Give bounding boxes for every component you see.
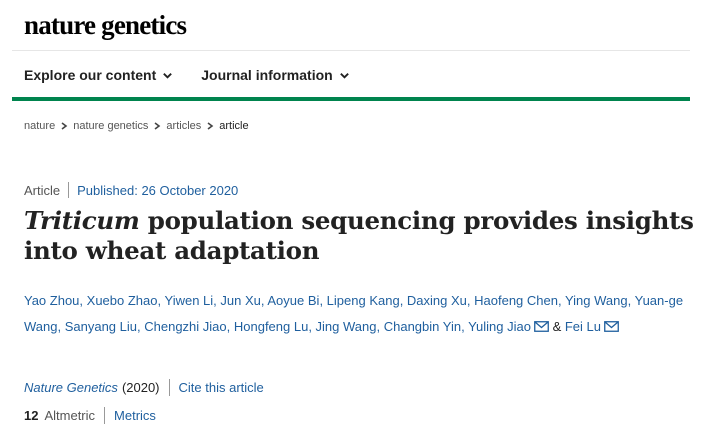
author-link[interactable]: Ying Wang: [564, 293, 628, 308]
author-link[interactable]: Yuan-ge Wang: [24, 293, 684, 334]
chevron-down-icon: [339, 72, 349, 79]
site-logo[interactable]: nature genetics: [24, 10, 187, 40]
journal-divider: [168, 379, 170, 396]
author-ampersand: &: [548, 319, 565, 334]
cite-this-article-link[interactable]: Cite this article: [178, 380, 264, 395]
mail-icon[interactable]: [534, 321, 549, 332]
author-link[interactable]: Sanyang Liu: [64, 319, 137, 334]
journal-year: (2020): [121, 380, 160, 395]
nav-explore-content-label: Explore our content: [24, 67, 157, 83]
published-date: Published: 26 October 2020: [77, 182, 239, 198]
metrics-divider: [104, 407, 106, 424]
breadcrumb-current: article: [219, 120, 249, 132]
author-link[interactable]: Jun Xu: [220, 293, 261, 308]
nav-explore-content[interactable]: Explore our content: [24, 67, 173, 83]
breadcrumb-nature[interactable]: nature: [24, 120, 56, 132]
author-link[interactable]: Changbin Yin: [383, 319, 462, 334]
author-link[interactable]: Hongfeng Lu: [233, 319, 309, 334]
mail-icon[interactable]: [604, 321, 619, 332]
metrics-link[interactable]: Metrics: [114, 408, 156, 423]
journal-line: Nature Genetics (2020) Cite this article: [24, 379, 264, 396]
chevron-right-icon: [61, 122, 68, 130]
altmetric-label: Altmetric: [44, 408, 96, 423]
chevron-down-icon: [163, 72, 173, 79]
nav-journal-information[interactable]: Journal information: [201, 67, 349, 83]
breadcrumb-nature-genetics[interactable]: nature genetics: [73, 120, 149, 132]
journal-name[interactable]: Nature Genetics: [24, 380, 118, 395]
author-link[interactable]: Lipeng Kang: [326, 293, 400, 308]
author-link[interactable]: Xuebo Zhao: [86, 293, 158, 308]
author-link[interactable]: Yuling Jiao: [468, 319, 531, 334]
breadcrumb: nature nature genetics articles article: [24, 120, 249, 132]
metrics-line: 12 Altmetric Metrics: [24, 407, 156, 424]
chevron-right-icon: [207, 122, 214, 130]
author-list: Yao Zhou, Xuebo Zhao, Yiwen Li, Jun Xu, …: [24, 293, 684, 334]
author-link[interactable]: Fei Lu: [564, 319, 601, 334]
author-link[interactable]: Haofeng Chen: [474, 293, 558, 308]
main-nav: Explore our content Journal information: [24, 63, 378, 87]
accent-bar: [12, 97, 690, 101]
article-type: Article: [24, 182, 61, 198]
meta-divider: [68, 182, 70, 198]
article-title-italic: Triticum: [24, 206, 140, 235]
altmetric-score: 12: [24, 408, 39, 423]
nav-journal-information-label: Journal information: [201, 67, 333, 83]
breadcrumb-articles[interactable]: articles: [166, 120, 202, 132]
author-link[interactable]: Aoyue Bi: [267, 293, 320, 308]
article-meta: Article Published: 26 October 2020: [24, 182, 238, 198]
header-divider: [12, 50, 690, 51]
masthead: nature genetics: [24, 10, 187, 42]
article-title: Triticum population sequencing provides …: [24, 206, 694, 266]
article-title-rest: population sequencing provides insights …: [24, 206, 694, 265]
author-link[interactable]: Chengzhi Jiao: [144, 319, 227, 334]
author-link[interactable]: Yiwen Li: [164, 293, 214, 308]
chevron-right-icon: [154, 122, 161, 130]
author-link[interactable]: Daxing Xu: [406, 293, 467, 308]
author-link[interactable]: Yao Zhou: [24, 293, 80, 308]
author-link[interactable]: Jing Wang: [315, 319, 377, 334]
